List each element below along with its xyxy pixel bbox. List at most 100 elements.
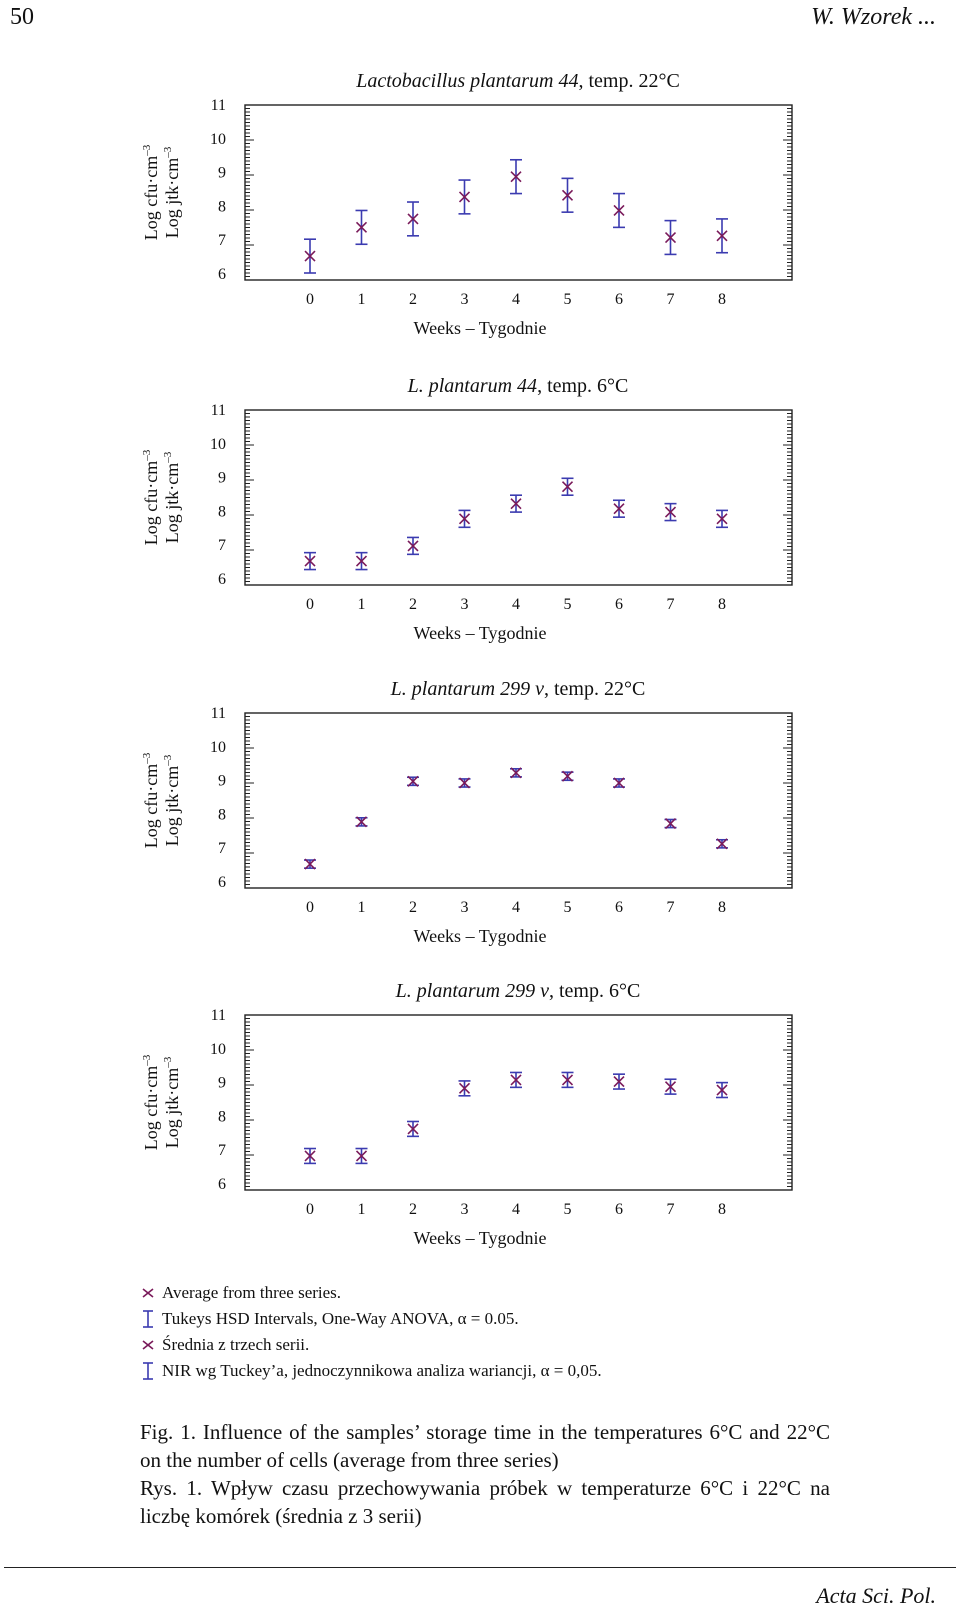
y-tick-label: 6 xyxy=(218,1176,226,1193)
y-tick-label: 7 xyxy=(218,232,226,249)
x-tick-label: 6 xyxy=(615,596,623,613)
data-point-mark xyxy=(613,1076,625,1088)
data-point-mark xyxy=(304,858,316,870)
x-axis-label: Weeks – Tygodnie xyxy=(414,926,547,946)
x-tick-label: 2 xyxy=(409,596,417,613)
data-point-mark xyxy=(613,204,625,217)
x-axis-label: Weeks – Tygodnie xyxy=(414,318,547,338)
data-point-mark xyxy=(304,250,316,262)
data-point-mark xyxy=(664,817,677,830)
data-point-mark xyxy=(561,189,574,201)
y-tick-label: 7 xyxy=(218,537,226,554)
data-point-group xyxy=(664,817,677,830)
y-axis-label-en: Log cfu·cm–3 xyxy=(141,144,161,240)
y-axis-label-pl: Log jtk·cm–3 xyxy=(162,146,182,238)
x-tick-label: 8 xyxy=(718,1201,726,1218)
y-tick-label: 6 xyxy=(218,874,226,891)
data-point-group xyxy=(613,192,625,229)
chart-title: Lactobacillus plantarum 44, temp. 22°C xyxy=(355,70,680,92)
y-tick-label: 10 xyxy=(210,436,226,453)
data-point-group xyxy=(716,509,728,529)
x-tick-label: 7 xyxy=(667,1201,675,1218)
y-axis-label-pl-exp: –3 xyxy=(162,754,174,767)
data-point-group xyxy=(510,767,522,779)
data-point-group xyxy=(510,494,522,513)
x-tick-label: 4 xyxy=(512,899,520,916)
journal-name: Acta Sci. Pol. xyxy=(816,1583,936,1608)
asterisk-marker-icon xyxy=(142,1340,154,1350)
data-point-mark xyxy=(304,1150,316,1162)
data-point-mark xyxy=(613,777,625,789)
error-bar-icon xyxy=(143,1310,153,1328)
data-point-mark xyxy=(458,191,471,203)
data-point-group xyxy=(561,477,574,496)
chart-title: L. plantarum 299 v, temp. 22°C xyxy=(390,678,646,700)
y-axis-label-pl-text: Log jtk·cm xyxy=(162,1068,182,1148)
x-tick-label: 3 xyxy=(461,1201,469,1218)
data-point-group xyxy=(664,1078,677,1095)
x-tick-label: 0 xyxy=(306,899,314,916)
chart-lp299v-22c: L. plantarum 299 v, temp. 22°C 6 7 8 9 10 11 0 1… xyxy=(141,678,793,946)
running-head: W. Wzorek ... xyxy=(811,4,936,30)
x-axis-label: Weeks – Tygodnie xyxy=(414,623,547,643)
data-point-group xyxy=(716,838,728,850)
data-point-group xyxy=(407,536,419,556)
data-point-group xyxy=(355,816,368,828)
data-point-group xyxy=(664,219,677,256)
data-point-group xyxy=(510,158,522,195)
data-point-group xyxy=(304,551,316,571)
x-tick-label: 3 xyxy=(461,291,469,308)
data-point-mark xyxy=(304,555,316,567)
data-point-mark xyxy=(458,777,471,789)
x-tick-label: 1 xyxy=(358,596,366,613)
plot-frame xyxy=(244,104,793,281)
y-tick-label: 11 xyxy=(211,402,226,419)
y-tick-label: 10 xyxy=(210,739,226,756)
data-point-mark xyxy=(355,555,368,567)
data-point-group xyxy=(458,777,471,789)
y-tick-label: 9 xyxy=(218,773,226,790)
y-tick-label: 11 xyxy=(211,97,226,114)
x-tick-label: 5 xyxy=(564,1201,572,1218)
y-axis-label-pl-text: Log jtk·cm xyxy=(162,463,182,543)
data-point-mark xyxy=(716,230,728,242)
y-axis-label-pl: Log jtk·cm–3 xyxy=(162,1056,182,1148)
x-tick-label: 7 xyxy=(667,291,675,308)
x-tick-label: 0 xyxy=(306,291,314,308)
page-number: 50 xyxy=(10,4,34,30)
data-point-mark xyxy=(458,513,471,525)
y-tick-label: 9 xyxy=(218,165,226,182)
data-point-group xyxy=(716,1081,728,1099)
chart-title: L. plantarum 299 v, temp. 6°C xyxy=(395,980,641,1002)
y-tick-label: 7 xyxy=(218,840,226,857)
legend-text: Średnia z trzech serii. xyxy=(162,1335,310,1354)
chart-lp299v-6c: L. plantarum 299 v, temp. 6°C 6 7 8 9 10 11 0 1 2… xyxy=(141,980,793,1248)
y-axis-label-pl: Log jtk·cm–3 xyxy=(162,451,182,543)
chart-title-rest: , temp. 6°C xyxy=(549,980,640,1002)
data-point-group xyxy=(407,775,419,787)
data-point-group xyxy=(510,1071,522,1089)
x-tick-label: 8 xyxy=(718,899,726,916)
x-tick-label: 7 xyxy=(667,596,675,613)
y-axis-label-pl-text: Log jtk·cm xyxy=(162,766,182,846)
asterisk-marker-icon xyxy=(142,1288,154,1298)
y-axis-label-en-text: Log cfu·cm xyxy=(141,461,161,545)
data-point-group xyxy=(355,551,368,571)
x-tick-label: 6 xyxy=(615,899,623,916)
data-point-group xyxy=(561,770,574,782)
chart-title-italic: L. plantarum 299 v xyxy=(390,678,544,700)
legend-text: NIR wg Tuckey’a, jednoczynnikowa analiza… xyxy=(162,1361,602,1380)
x-tick-label: 8 xyxy=(718,291,726,308)
data-point-group xyxy=(355,1147,368,1165)
y-tick-label: 7 xyxy=(218,1142,226,1159)
y-axis-label-pl-text: Log jtk·cm xyxy=(162,158,182,238)
y-axis-label-pl-exp: –3 xyxy=(162,146,174,159)
legend-item-tukey-en: Tukeys HSD Intervals, One-Way ANOVA, α =… xyxy=(140,1309,519,1329)
x-tick-label: 1 xyxy=(358,291,366,308)
figure-caption-pl: Rys. 1. Wpływ czasu przechowywania próbe… xyxy=(140,1476,830,1528)
x-tick-label: 3 xyxy=(461,899,469,916)
chart-title-rest: , temp. 22°C xyxy=(544,678,645,700)
chart-title: L. plantarum 44, temp. 6°C xyxy=(407,375,629,397)
legend-item-average-en: Average from three series. xyxy=(140,1283,341,1303)
y-axis-label-en-text: Log cfu·cm xyxy=(141,764,161,848)
